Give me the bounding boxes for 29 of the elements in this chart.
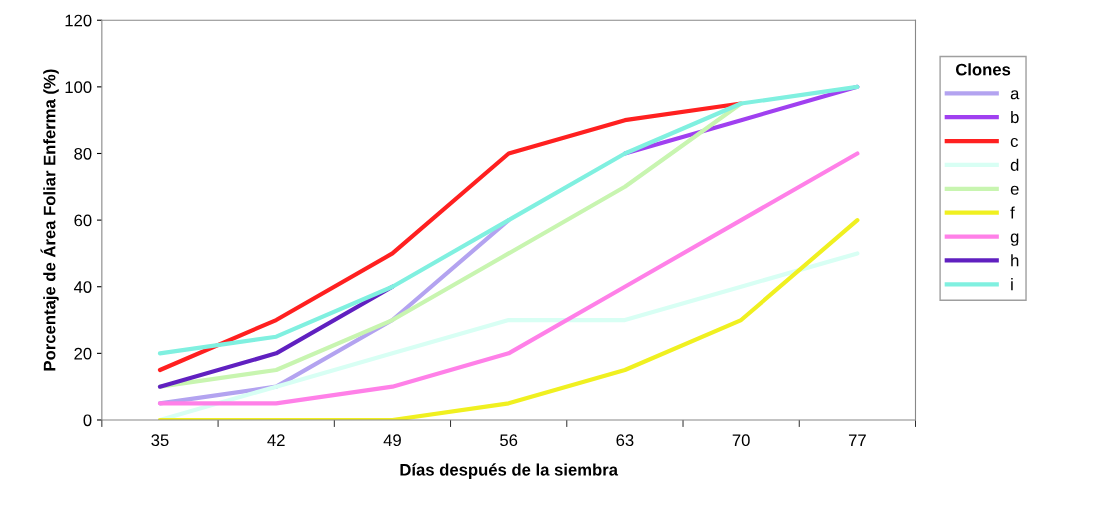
line-series xyxy=(157,218,860,420)
legend-label: d xyxy=(1010,158,1019,171)
line-series xyxy=(157,151,860,406)
legend-label: g xyxy=(1010,233,1019,246)
legend-label: e xyxy=(1010,185,1019,195)
x-axis-title: Días después de la siembra xyxy=(400,463,619,479)
y-tick-label: 100 xyxy=(65,81,92,94)
legend-label: i xyxy=(1011,278,1013,291)
y-tick-label: 60 xyxy=(74,214,92,227)
y-tick-label: 20 xyxy=(74,347,92,360)
legend-label: f xyxy=(1010,206,1015,219)
legend-label: b xyxy=(1011,110,1019,124)
x-tick-label: 70 xyxy=(732,434,750,447)
legend-label: c xyxy=(1010,137,1018,148)
legend-title: Clones xyxy=(955,63,1011,76)
legend-label: a xyxy=(1010,90,1020,100)
x-tick-label: 42 xyxy=(267,434,285,446)
x-tick-label: 63 xyxy=(616,434,634,447)
y-tick-label: 40 xyxy=(73,281,92,293)
legend-label: h xyxy=(1011,254,1019,267)
y-tick-label: 80 xyxy=(74,147,92,160)
line-series xyxy=(157,84,860,356)
x-tick-label: 77 xyxy=(848,434,866,446)
y-axis-title: Porcentaje de Área Foliar Enferma (%) xyxy=(40,69,59,371)
x-tick-label: 35 xyxy=(151,434,169,447)
y-tick-label: 0 xyxy=(83,414,92,427)
x-tick-label: 56 xyxy=(500,434,518,447)
x-tick-label: 49 xyxy=(383,434,401,447)
y-tick-label: 120 xyxy=(65,14,92,27)
